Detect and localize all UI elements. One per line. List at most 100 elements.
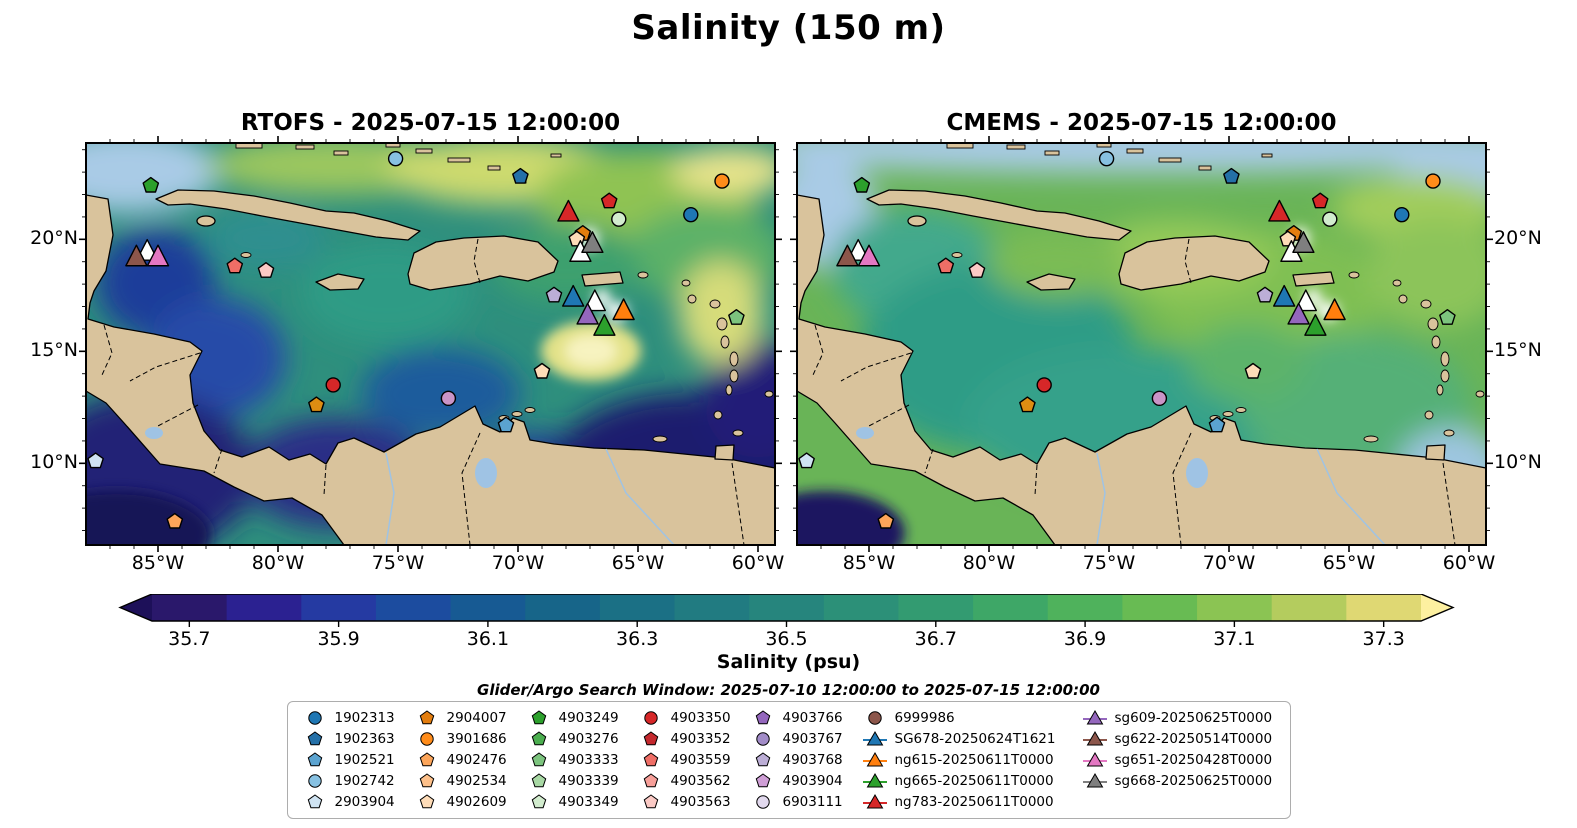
- lon-tick-label: 70°W: [1202, 552, 1256, 574]
- circle-marker-icon: [643, 711, 658, 725]
- colorbar-tick-label: 35.7: [168, 628, 211, 650]
- legend-item: ng665-20250611T0000: [860, 771, 1072, 791]
- legend-item-label: 4903768: [782, 752, 843, 768]
- pentagon-marker-icon: [531, 710, 546, 725]
- ng615-marker: [1323, 298, 1346, 321]
- legend-item: 1902742: [300, 771, 404, 791]
- pentagon-marker: [1256, 286, 1274, 303]
- pentagon-marker: [497, 416, 515, 433]
- ng783-marker: [557, 199, 580, 222]
- lon-tick-label: 65°W: [1322, 552, 1376, 574]
- legend-item-label: 1902313: [334, 710, 395, 726]
- pentagon-marker: [1223, 167, 1240, 184]
- triangle-line-marker-icon: [1082, 751, 1107, 767]
- lon-tick-label: 70°W: [491, 552, 545, 574]
- pentagon-marker: [853, 176, 871, 193]
- legend-item: ng615-20250611T0000: [860, 750, 1072, 770]
- sg668-marker: [1292, 231, 1315, 254]
- sg609-marker: [1287, 302, 1310, 325]
- ng615-marker: [612, 298, 635, 321]
- legend-item: 4903562: [636, 771, 740, 791]
- legend-column-4: 4903350 4903352 4903559 4903562 4903563: [636, 708, 740, 812]
- pentagon-marker-icon: [755, 773, 770, 788]
- pentagon-marker: [798, 452, 815, 469]
- lat-tick-label: 20°N: [30, 227, 78, 250]
- circle-marker: [387, 150, 404, 167]
- legend-item-label: 1902521: [334, 752, 395, 768]
- circle-marker-icon: [307, 711, 322, 725]
- legend-item: 4903563: [636, 792, 740, 812]
- legend-item: ng783-20250611T0000: [860, 792, 1072, 812]
- pentagon-marker-icon: [531, 731, 546, 746]
- lon-tick-label: 75°W: [371, 552, 425, 574]
- legend-item: 1902521: [300, 750, 404, 770]
- legend-item: SG678-20250624T1621: [860, 729, 1072, 749]
- triangle-line-marker-icon: [862, 751, 887, 767]
- pentagon-marker-icon: [755, 710, 770, 725]
- colorbar-tick-label: 36.3: [616, 628, 659, 650]
- colorbar-tick-label: 37.1: [1213, 628, 1256, 650]
- sg651-marker: [857, 244, 881, 267]
- legend-item: sg651-20250428T0000: [1080, 750, 1278, 770]
- legend-item-label: sg668-20250625T0000: [1114, 773, 1273, 789]
- lon-tick-label: 80°W: [251, 552, 305, 574]
- pentagon-marker: [1208, 416, 1226, 433]
- triangle-line-marker-icon: [862, 730, 887, 746]
- legend-item-label: 4903559: [670, 752, 731, 768]
- legend-item: 4903249: [524, 708, 628, 728]
- legend-item-label: 4903249: [558, 710, 619, 726]
- legend-item: 1902363: [300, 729, 404, 749]
- cmems-salinity-field: [797, 143, 1486, 545]
- legend-item: 6999986: [860, 708, 1072, 728]
- triangle-marker: [1294, 289, 1317, 312]
- legend-column-2: 2904007 3901686 4902476 4902534 4902609: [412, 708, 516, 812]
- pentagon-marker: [937, 257, 955, 274]
- SG678-marker: [562, 284, 585, 307]
- circle-marker-icon: [755, 732, 770, 746]
- legend-item: 4903339: [524, 771, 628, 791]
- rtofs-axis-ticks: [79, 136, 782, 552]
- pentagon-marker: [226, 257, 244, 274]
- legend-item: 6903111: [748, 792, 852, 812]
- legend-column-5: 4903766 4903767 4903768 4903904 6903111: [748, 708, 852, 812]
- pentagon-marker-icon: [531, 794, 546, 809]
- legend-item: 4903768: [748, 750, 852, 770]
- legend-item: 4903333: [524, 750, 628, 770]
- map-panel-cmems: [790, 136, 1493, 552]
- pentagon-marker-icon: [643, 752, 658, 767]
- legend-item-label: 4903339: [558, 773, 619, 789]
- circle-marker: [1425, 173, 1441, 189]
- lat-tick-label: 15°N: [30, 339, 78, 362]
- legend-item: 4903904: [748, 771, 852, 791]
- pentagon-marker-icon: [643, 794, 658, 809]
- legend-item-label: 1902742: [334, 773, 395, 789]
- legend-item-label: ng783-20250611T0000: [894, 794, 1054, 810]
- legend-item-label: 4902476: [446, 752, 507, 768]
- circle-marker-icon: [419, 732, 434, 746]
- pentagon-marker: [87, 452, 104, 469]
- triangle-line-marker-icon: [1082, 709, 1107, 725]
- cmems-markers: [798, 150, 1456, 529]
- lon-tick-label: 85°W: [131, 552, 185, 574]
- legend-item: 4902609: [412, 792, 516, 812]
- legend-item: 4903350: [636, 708, 740, 728]
- pentagon-marker-icon: [419, 773, 434, 788]
- legend-item-label: ng615-20250611T0000: [894, 752, 1054, 768]
- triangle-marker: [583, 289, 606, 312]
- legend-item-label: 4903276: [558, 731, 619, 747]
- circle-marker-icon: [307, 774, 322, 788]
- legend-item: sg609-20250625T0000: [1080, 708, 1278, 728]
- pentagon-marker-icon: [643, 773, 658, 788]
- legend-item-label: 4902534: [446, 773, 507, 789]
- legend-item-label: 4903767: [782, 731, 843, 747]
- pentagon-marker-icon: [531, 773, 546, 788]
- pentagon-marker-icon: [307, 794, 322, 809]
- legend-item-label: ng665-20250611T0000: [894, 773, 1054, 789]
- sg622-marker: [836, 244, 859, 267]
- circle-marker-icon: [867, 711, 882, 725]
- cmems-map-frame: [796, 142, 1487, 546]
- lat-tick-label: 15°N: [1494, 339, 1542, 362]
- map-panel-rtofs: [79, 136, 782, 552]
- legend-item-label: 4903333: [558, 752, 619, 768]
